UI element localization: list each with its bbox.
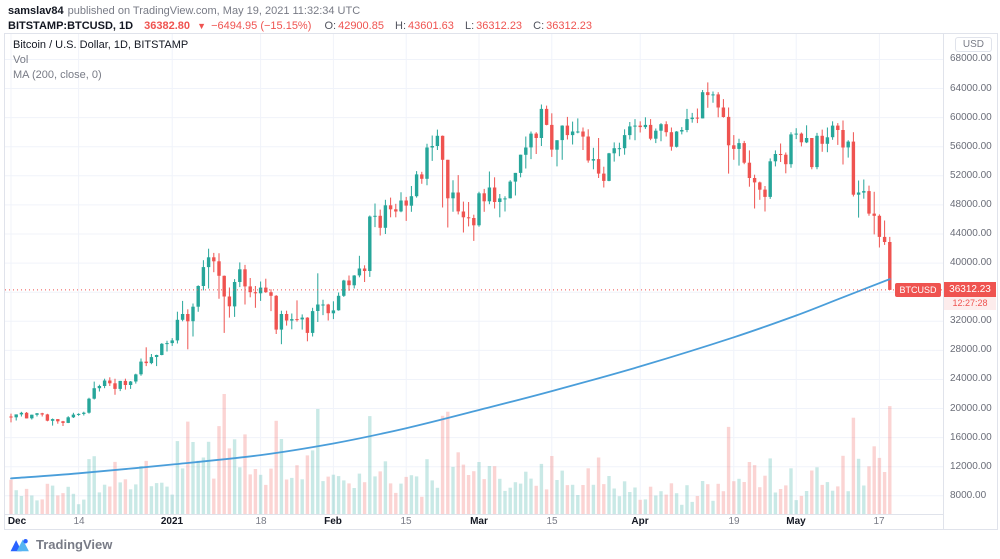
time-tick-label: 18 — [255, 516, 267, 527]
time-tick-label: 15 — [546, 516, 558, 527]
publish-info-row: samslav84 published on TradingView.com, M… — [8, 4, 992, 18]
author-name[interactable]: samslav84 — [8, 5, 64, 17]
time-tick-label: Feb — [324, 516, 342, 527]
series-symbol-tag: BTCUSD — [895, 283, 941, 297]
time-tick-label: May — [786, 516, 806, 527]
tradingview-brand[interactable]: TradingView — [36, 536, 113, 552]
price-tick-label: 16000.00 — [950, 432, 992, 443]
time-tick-label: 15 — [400, 516, 412, 527]
low-value: 36312.23 — [476, 20, 523, 32]
price-tick-label: 8000.00 — [950, 490, 987, 501]
symbol-info-row: BITSTAMP:BTCUSD, 1D 36382.80 ▼ −6494.95 … — [8, 19, 992, 33]
last-price-value: 36382.80 — [144, 20, 191, 32]
chart-area[interactable]: Bitcoin / U.S. Dollar, 1D, BITSTAMP Vol … — [4, 33, 998, 530]
time-tick-label: 19 — [728, 516, 740, 527]
time-tick-label: Dec — [7, 516, 27, 527]
published-info: published on TradingView.com, May 19, 20… — [67, 5, 361, 17]
high-label: H: — [395, 20, 407, 32]
price-tick-label: 56000.00 — [950, 141, 992, 152]
price-tick-label: 64000.00 — [950, 83, 992, 94]
time-tick-label: 14 — [73, 516, 85, 527]
time-tick-label: Mar — [470, 516, 488, 527]
price-axis[interactable]: USD 36312.23 12:27:28 68000.00 64000.00 60… — [943, 34, 997, 514]
time-tick-label: 17 — [873, 516, 885, 527]
footer: TradingView — [10, 536, 112, 552]
header: samslav84 published on TradingView.com, M… — [0, 0, 1000, 33]
open-value: 42900.85 — [338, 20, 384, 32]
price-tick-label: 48000.00 — [950, 199, 992, 210]
price-tick-label: 12000.00 — [950, 461, 992, 472]
tradingview-logo-icon[interactable] — [10, 536, 30, 552]
price-chart-canvas[interactable] — [5, 34, 997, 529]
currency-chip[interactable]: USD — [954, 37, 992, 52]
price-tick-label: 60000.00 — [950, 112, 992, 123]
time-tick-label: Apr — [631, 516, 649, 527]
low-label: L: — [464, 20, 475, 32]
close-pair: C: 36312.23 — [533, 20, 592, 32]
price-tick-label: 52000.00 — [950, 170, 992, 181]
open-pair: O: 42900.85 — [324, 20, 384, 32]
open-label: O: — [324, 20, 337, 32]
price-tick-label: 20000.00 — [950, 403, 992, 414]
bar-countdown: 12:27:28 — [944, 297, 996, 310]
price-tick-label: 40000.00 — [950, 257, 992, 268]
low-pair: L: 36312.23 — [465, 20, 522, 32]
last-price-axis-label: 36312.23 — [944, 282, 996, 297]
price-tick-label: 32000.00 — [950, 315, 992, 326]
close-value: 36312.23 — [546, 20, 593, 32]
change-down-arrow-icon: ▼ — [197, 21, 207, 31]
price-tick-label: 24000.00 — [950, 373, 992, 384]
price-tick-label: 28000.00 — [950, 344, 992, 355]
high-value: 43601.63 — [408, 20, 454, 32]
symbol-name[interactable]: BITSTAMP:BTCUSD, 1D — [8, 20, 134, 32]
price-change-value: −6494.95 (−15.15%) — [211, 20, 312, 32]
time-tick-label: 2021 — [160, 516, 184, 527]
price-tick-label: 68000.00 — [950, 53, 992, 64]
high-pair: H: 43601.63 — [395, 20, 454, 32]
time-axis[interactable]: Dec 14 2021 18 Feb 15 Mar 15 Apr 19 May 17 — [5, 515, 942, 529]
price-tick-label: 44000.00 — [950, 228, 992, 239]
close-label: C: — [533, 20, 545, 32]
